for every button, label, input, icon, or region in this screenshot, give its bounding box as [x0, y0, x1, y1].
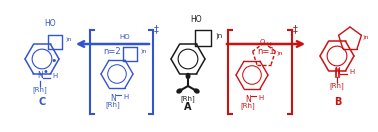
Ellipse shape — [177, 89, 182, 93]
Text: [Rh]: [Rh] — [33, 87, 47, 93]
Text: )n: )n — [363, 34, 369, 39]
Text: H: H — [258, 95, 263, 101]
Text: )n: )n — [215, 33, 222, 39]
Text: A: A — [184, 102, 192, 112]
Text: )n: )n — [141, 50, 147, 55]
Text: •: • — [42, 67, 48, 77]
Text: [Rh]: [Rh] — [105, 102, 120, 108]
Text: n=1: n=1 — [257, 46, 275, 55]
Text: •: • — [51, 56, 57, 66]
Text: [Rh]: [Rh] — [330, 83, 344, 89]
Text: H: H — [123, 94, 128, 100]
Text: H: H — [266, 43, 271, 48]
Text: HO: HO — [120, 34, 130, 40]
Text: n=2: n=2 — [103, 46, 121, 55]
Text: N: N — [186, 74, 191, 79]
Text: N: N — [37, 72, 43, 81]
Text: HO: HO — [44, 19, 56, 28]
Text: H: H — [52, 73, 57, 79]
Ellipse shape — [186, 74, 190, 79]
Text: N: N — [334, 67, 340, 77]
Text: )n: )n — [65, 37, 72, 43]
Text: H: H — [349, 69, 354, 75]
Text: N: N — [110, 94, 116, 103]
Text: [Rh]: [Rh] — [241, 103, 256, 109]
Text: ‡: ‡ — [293, 24, 298, 34]
Text: [Rh]: [Rh] — [181, 96, 195, 102]
Text: ‡: ‡ — [154, 24, 159, 34]
Text: HO: HO — [190, 15, 202, 24]
Ellipse shape — [194, 89, 199, 93]
Text: B: B — [334, 97, 342, 107]
Text: N: N — [245, 95, 251, 104]
Text: )n: )n — [276, 51, 283, 55]
Text: O: O — [259, 39, 265, 45]
Text: C: C — [39, 97, 46, 107]
